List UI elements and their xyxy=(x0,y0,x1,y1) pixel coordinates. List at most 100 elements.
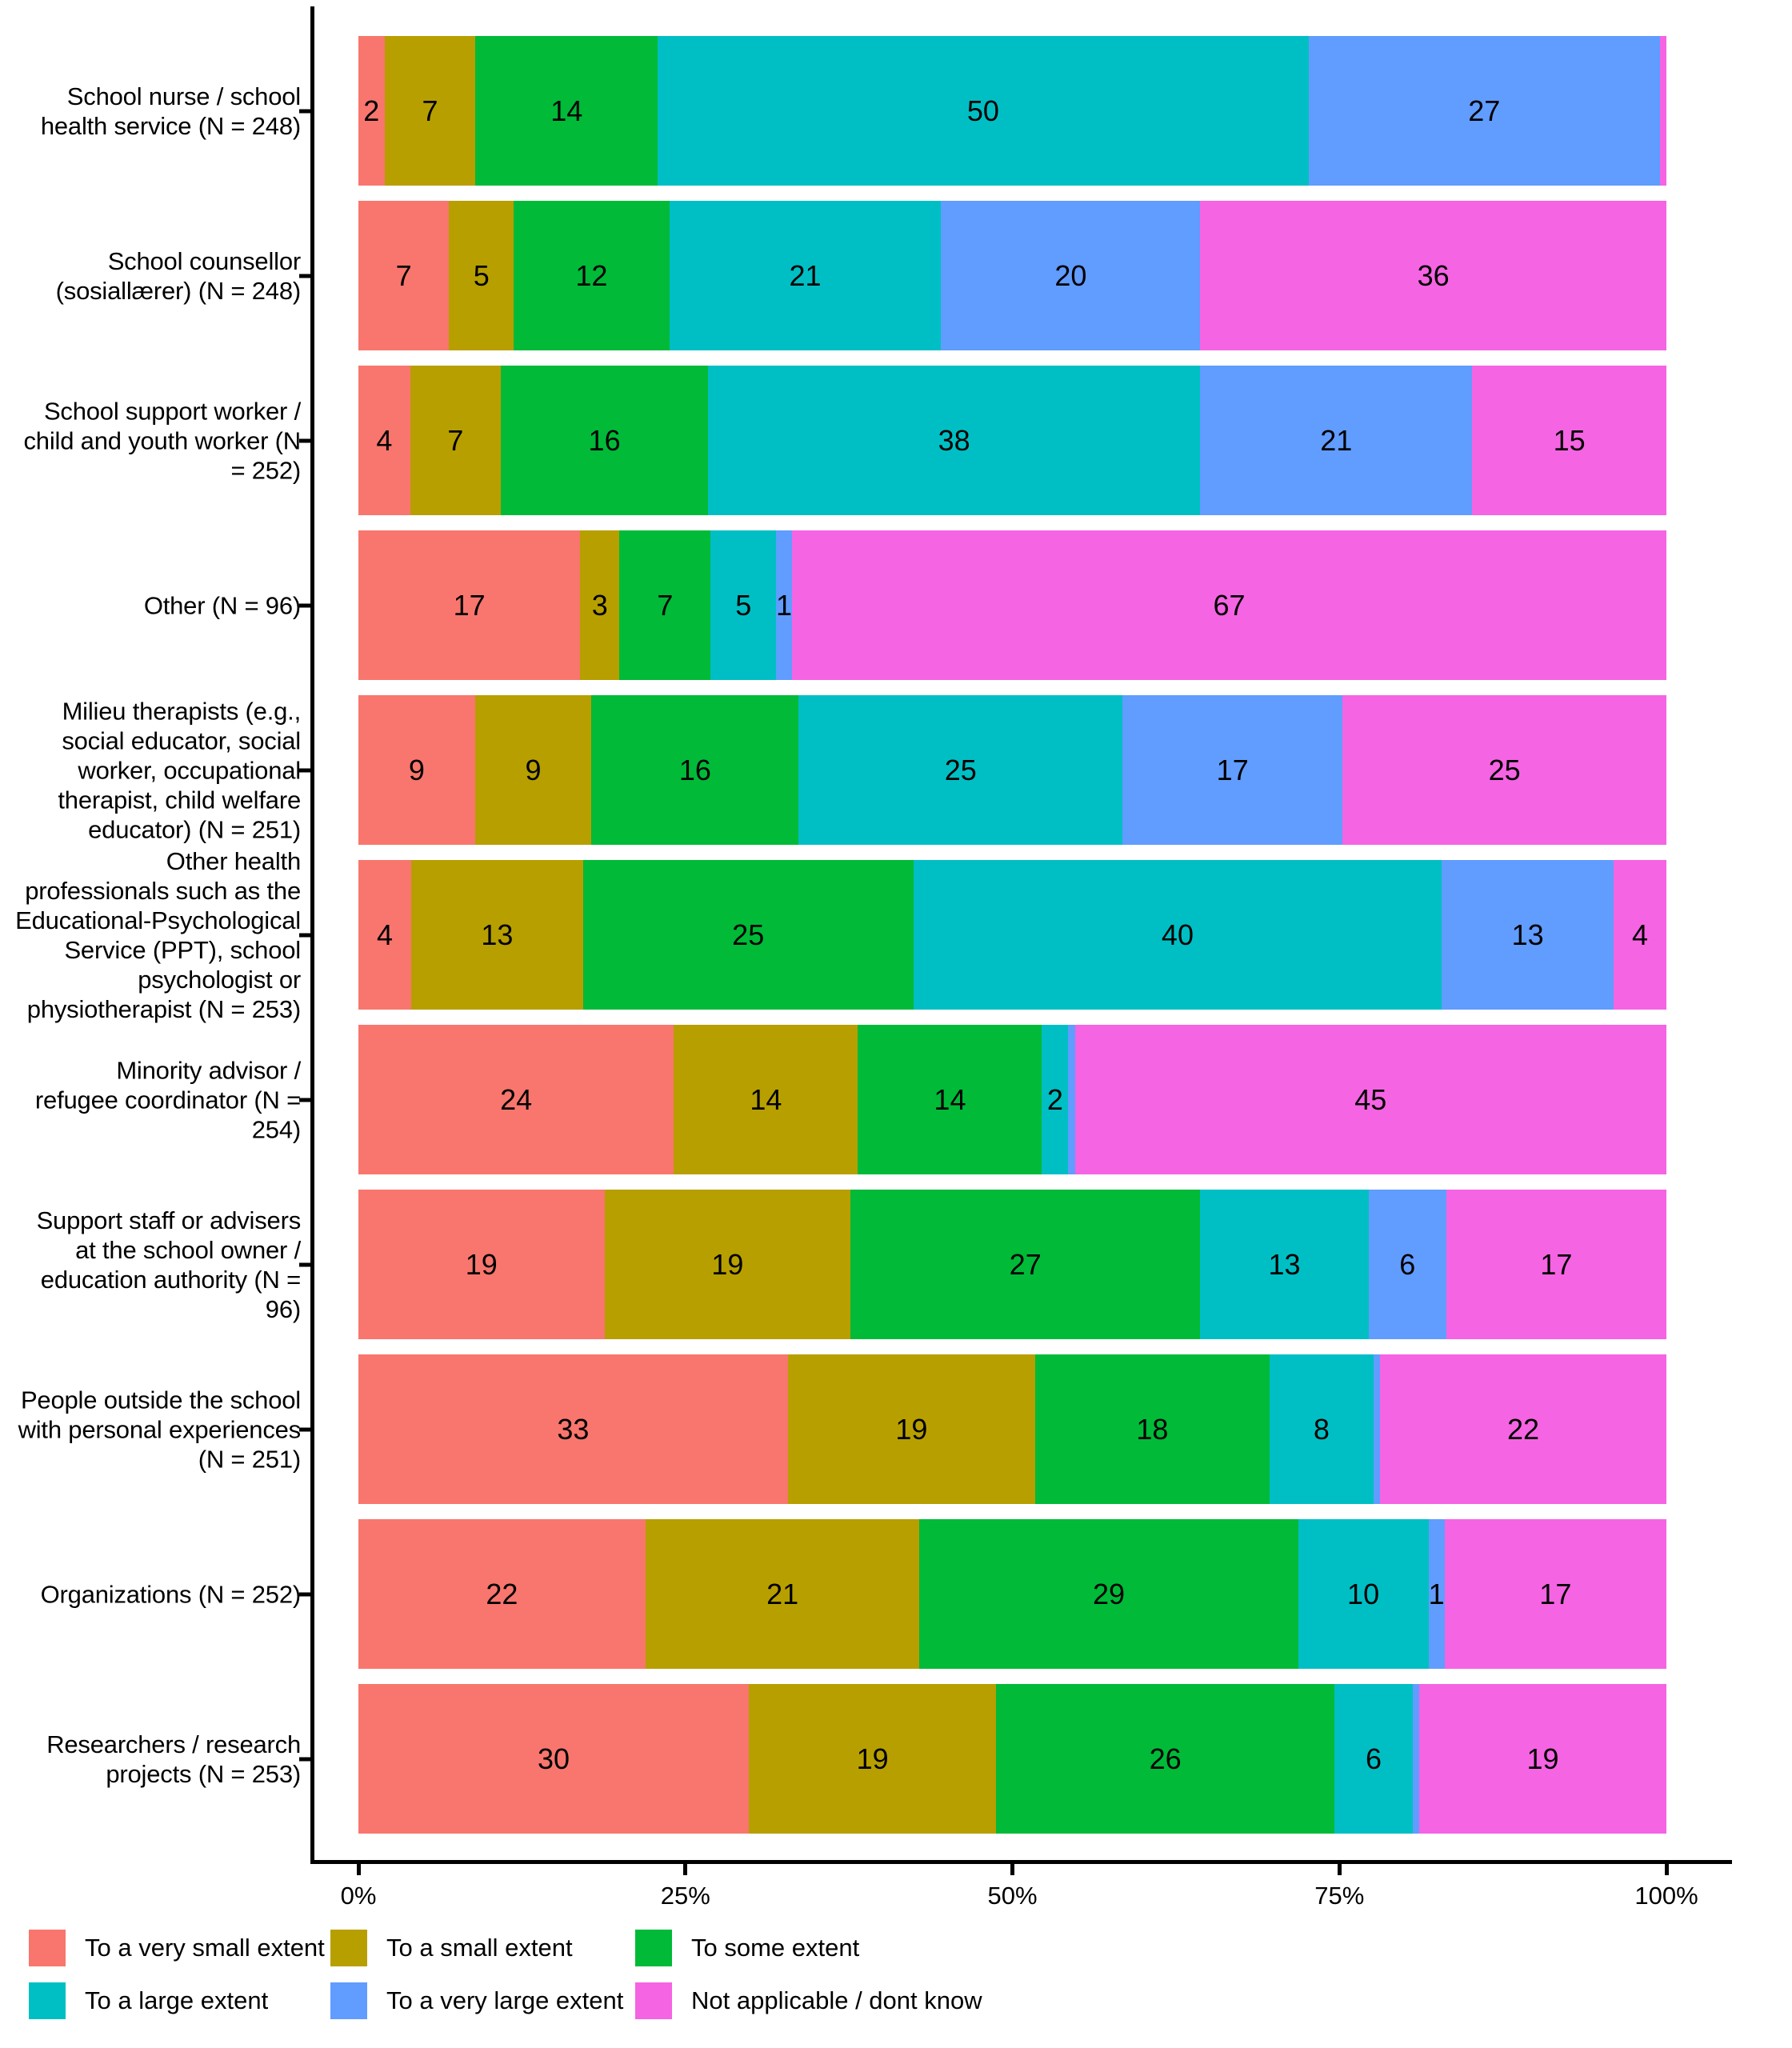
category-label: School counsellor (sosiallærer) (N = 248… xyxy=(55,246,302,305)
bar-row: Support staff or advisers at the school … xyxy=(0,1190,1792,1339)
legend-item: To a very large extent xyxy=(330,1982,635,2019)
x-axis-tick xyxy=(683,1864,688,1875)
bar-segment: 13 xyxy=(1200,1190,1369,1339)
value-label: 4 xyxy=(1631,918,1648,951)
bar-segment: 7 xyxy=(384,36,476,186)
bar-segment: 1 xyxy=(776,530,793,680)
bar-segment: 24 xyxy=(358,1025,674,1174)
value-label: 27 xyxy=(1468,94,1501,127)
bar-segment xyxy=(1068,1025,1075,1174)
legend-label: To a very small extent xyxy=(85,1934,325,1962)
bar-segment: 19 xyxy=(787,1354,1035,1504)
bar-segment: 38 xyxy=(708,366,1201,515)
legend-swatch xyxy=(330,1930,367,1966)
bar-segment: 22 xyxy=(1380,1354,1666,1504)
legend-item: Not applicable / dont know xyxy=(635,1982,982,2019)
value-label: 40 xyxy=(1161,918,1194,951)
value-label: 5 xyxy=(735,588,752,622)
bar-segment: 5 xyxy=(710,530,776,680)
y-axis-tick xyxy=(299,768,310,772)
bar-segment: 4 xyxy=(1613,860,1667,1010)
value-label: 16 xyxy=(588,423,621,457)
bar-segment: 21 xyxy=(645,1519,920,1669)
bar-segment: 25 xyxy=(582,860,914,1010)
bar-segment: 13 xyxy=(1442,860,1614,1010)
category-label: Minority advisor / refugee coordinator (… xyxy=(34,1056,301,1143)
legend-label: To a very large extent xyxy=(386,1986,624,2014)
bar-row: Other (N = 96) 17 3 7 5 1 67 xyxy=(0,530,1792,680)
bar-segment: 26 xyxy=(996,1684,1335,1834)
bar-row: School nurse / school health service (N … xyxy=(0,36,1792,186)
bar-segment: 50 xyxy=(658,36,1309,186)
bar-segment: 17 xyxy=(1122,695,1343,845)
category-label: People outside the school with personal … xyxy=(18,1386,302,1473)
y-axis-tick xyxy=(299,1592,310,1596)
value-label: 19 xyxy=(711,1247,744,1281)
bar-segment: 4 xyxy=(358,366,410,515)
value-label: 4 xyxy=(376,423,393,457)
stacked-bar: 7 5 12 21 20 36 xyxy=(358,201,1666,350)
y-axis-tick xyxy=(299,1262,310,1266)
value-label: 19 xyxy=(895,1412,928,1446)
value-label: 14 xyxy=(750,1082,782,1116)
value-label: 17 xyxy=(453,588,486,622)
x-axis-tick xyxy=(356,1864,361,1875)
legend-item: To a large extent xyxy=(29,1982,330,2019)
bar-segment: 33 xyxy=(358,1354,788,1504)
value-label: 14 xyxy=(550,94,583,127)
value-label: 19 xyxy=(856,1742,889,1775)
value-label: 18 xyxy=(1136,1412,1169,1446)
value-label: 1 xyxy=(1428,1577,1445,1610)
x-axis-tick xyxy=(1664,1864,1669,1875)
value-label: 27 xyxy=(1009,1247,1042,1281)
bar-row: Minority advisor / refugee coordinator (… xyxy=(0,1025,1792,1174)
bar-segment: 7 xyxy=(410,366,502,515)
bar-segment: 14 xyxy=(674,1025,858,1174)
value-label: 19 xyxy=(465,1247,498,1281)
bar-segment: 29 xyxy=(919,1519,1298,1669)
x-tick-label: 0% xyxy=(340,1882,377,1910)
category-label: School support worker / child and youth … xyxy=(23,397,302,484)
bar-segment: 19 xyxy=(1418,1684,1667,1834)
bar-segment: 7 xyxy=(358,201,450,350)
value-label: 12 xyxy=(575,258,608,292)
legend-label: To a large extent xyxy=(85,1986,269,2014)
stacked-bar: 24 14 14 2 45 xyxy=(358,1025,1666,1174)
y-axis-tick xyxy=(299,438,310,442)
y-axis-tick xyxy=(299,1427,310,1431)
value-label: 50 xyxy=(966,94,999,127)
x-tick-label: 25% xyxy=(660,1882,710,1910)
value-label: 7 xyxy=(395,258,412,292)
x-tick-label: 100% xyxy=(1634,1882,1698,1910)
bar-segment: 16 xyxy=(591,695,799,845)
bar-segment: 15 xyxy=(1472,366,1667,515)
legend-swatch xyxy=(29,1930,66,1966)
bar-segment: 30 xyxy=(358,1684,750,1834)
bar-segment: 14 xyxy=(858,1025,1042,1174)
stacked-bar: 17 3 7 5 1 67 xyxy=(358,530,1666,680)
bar-row: Organizations (N = 252) 22 21 29 10 1 17 xyxy=(0,1519,1792,1669)
value-label: 25 xyxy=(1488,753,1521,786)
legend-label: To a small extent xyxy=(386,1934,573,1962)
bar-segment: 14 xyxy=(475,36,658,186)
bar-segment: 8 xyxy=(1269,1354,1374,1504)
legend-item: To a small extent xyxy=(330,1930,635,1966)
bar-segment: 4 xyxy=(358,860,412,1010)
category-label: Researchers / research projects (N = 253… xyxy=(46,1730,301,1788)
y-axis-line xyxy=(310,6,314,1864)
value-label: 15 xyxy=(1553,423,1586,457)
value-label: 17 xyxy=(1539,1577,1572,1610)
value-label: 17 xyxy=(1540,1247,1573,1281)
category-label: Other health professionals such as the E… xyxy=(15,846,301,1023)
bar-segment: 27 xyxy=(850,1190,1201,1339)
bar-row: People outside the school with personal … xyxy=(0,1354,1792,1504)
legend: To a very small extent To a small extent T… xyxy=(29,1930,982,2019)
value-label: 13 xyxy=(1511,918,1544,951)
bar-segment: 2 xyxy=(358,36,385,186)
bar-segment: 1 xyxy=(1428,1519,1445,1669)
value-label: 25 xyxy=(732,918,765,951)
category-label: Other (N = 96) xyxy=(143,591,301,619)
y-axis-tick xyxy=(299,274,310,278)
bar-segment: 2 xyxy=(1042,1025,1069,1174)
value-label: 9 xyxy=(408,753,425,786)
